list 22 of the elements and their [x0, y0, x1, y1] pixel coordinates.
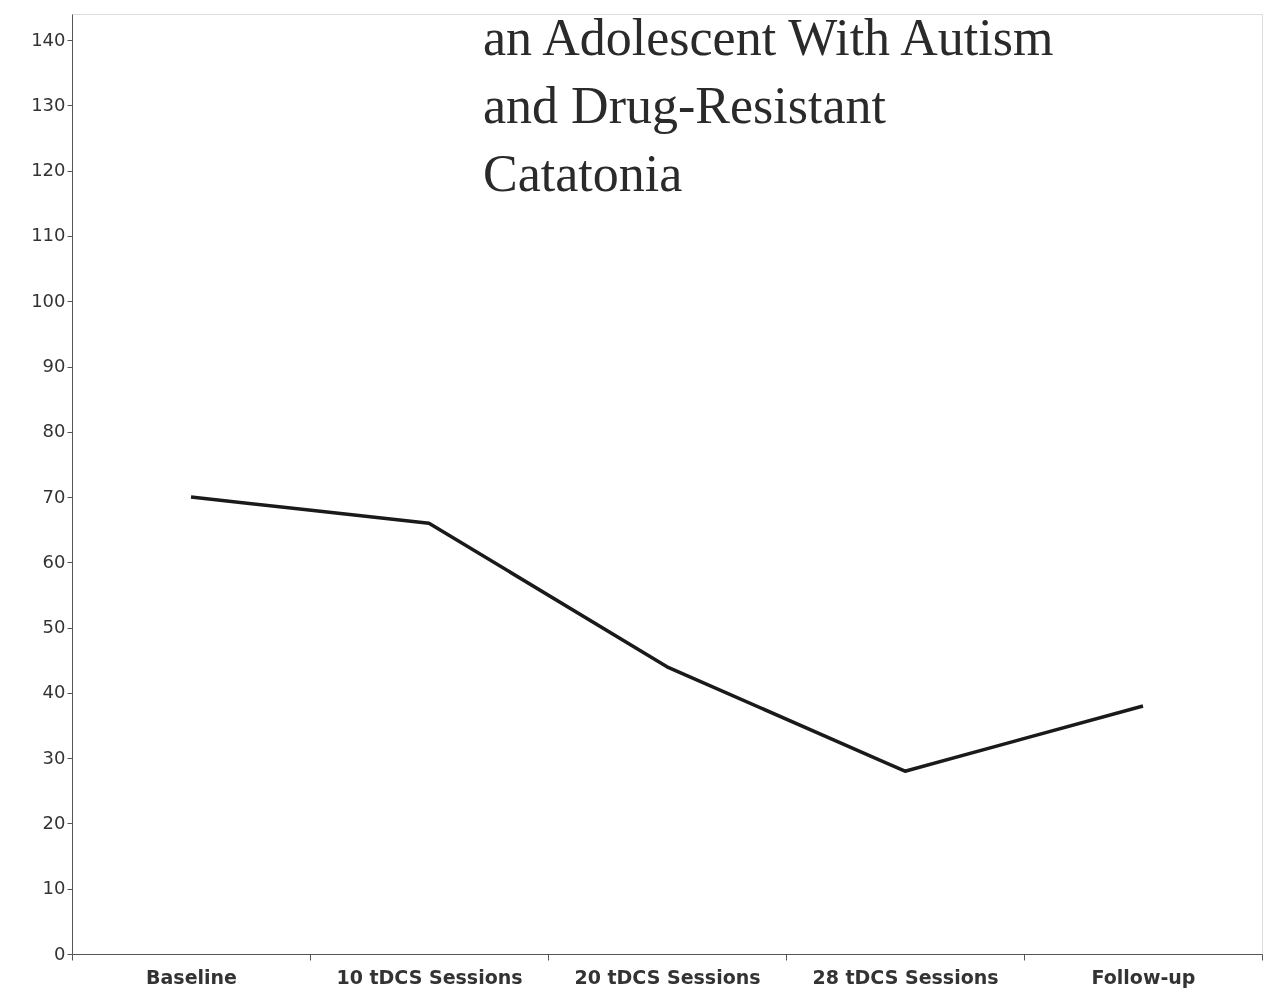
- y-tick-label: 90: [42, 355, 66, 376]
- y-tick-label: 40: [42, 681, 66, 703]
- y-tick-label: 130: [31, 93, 66, 115]
- y-tick-label: 0: [54, 942, 66, 964]
- y-tick-label: 30: [42, 746, 66, 768]
- y-tick-label: 60: [42, 550, 66, 572]
- x-tick-label: Baseline: [146, 965, 237, 988]
- y-tick-label: 140: [31, 28, 66, 50]
- x-tick-label: 20 tDCS Sessions: [574, 965, 761, 988]
- y-tick-label: 10: [42, 877, 66, 899]
- y-tick-label: 20: [42, 811, 66, 833]
- y-tick-label: 70: [42, 485, 66, 507]
- y-tick-label: 100: [31, 289, 66, 311]
- line-series: [189, 495, 1145, 773]
- y-tick-label: 110: [31, 224, 66, 246]
- x-tick-label: 10 tDCS Sessions: [336, 965, 523, 988]
- y-tick-label: 120: [31, 159, 66, 181]
- annotation: an Adolescent With Autism and Drug-Resistant Catatonia: [483, 9, 1054, 202]
- y-tick-label: 50: [42, 616, 66, 638]
- y-tick-label: 80: [42, 420, 66, 442]
- x-tick-label: Follow-up: [1091, 965, 1196, 988]
- x-tick-label: 28 tDCS Sessions: [812, 965, 999, 988]
